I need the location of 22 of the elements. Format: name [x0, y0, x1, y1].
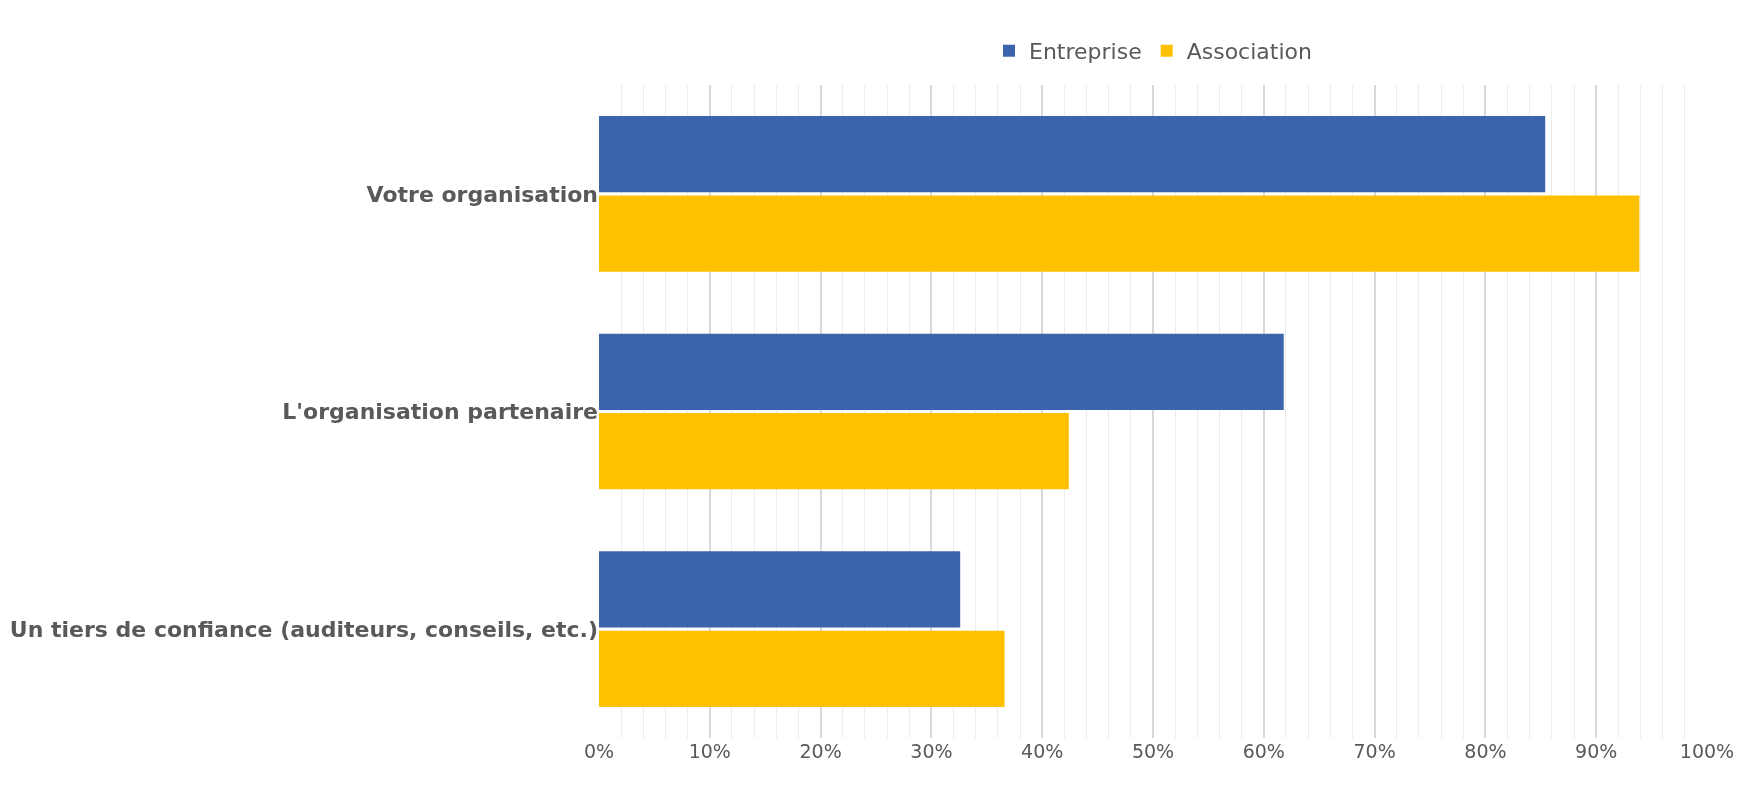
x-tick-label: 60% [1242, 740, 1285, 762]
x-tick-label: 100% [1679, 740, 1735, 762]
bar [599, 195, 1640, 272]
x-tick-label: 90% [1575, 740, 1618, 762]
bar [599, 333, 1284, 410]
bar [599, 630, 1005, 708]
x-tick-label: 70% [1353, 740, 1396, 762]
y-tick-label: Votre organisation [366, 181, 598, 207]
legend-label: Entreprise [1029, 39, 1142, 65]
legend-label: Association [1186, 39, 1312, 65]
x-tick-label: 20% [799, 740, 842, 762]
x-tick-label: 50% [1131, 740, 1175, 762]
y-tick-label: L'organisation partenaire [282, 399, 598, 425]
bar [599, 551, 961, 628]
bar [599, 115, 1546, 193]
x-tick-label: 0% [583, 740, 615, 762]
y-tick-label: Un tiers de confiance (auditeurs, conseils, etc.) [9, 616, 598, 642]
x-tick-label: 40% [1021, 740, 1064, 762]
bar [599, 413, 1069, 490]
x-tick-label: 30% [910, 740, 953, 762]
x-tick-label: 10% [688, 740, 731, 762]
x-tick-label: 80% [1464, 740, 1507, 762]
